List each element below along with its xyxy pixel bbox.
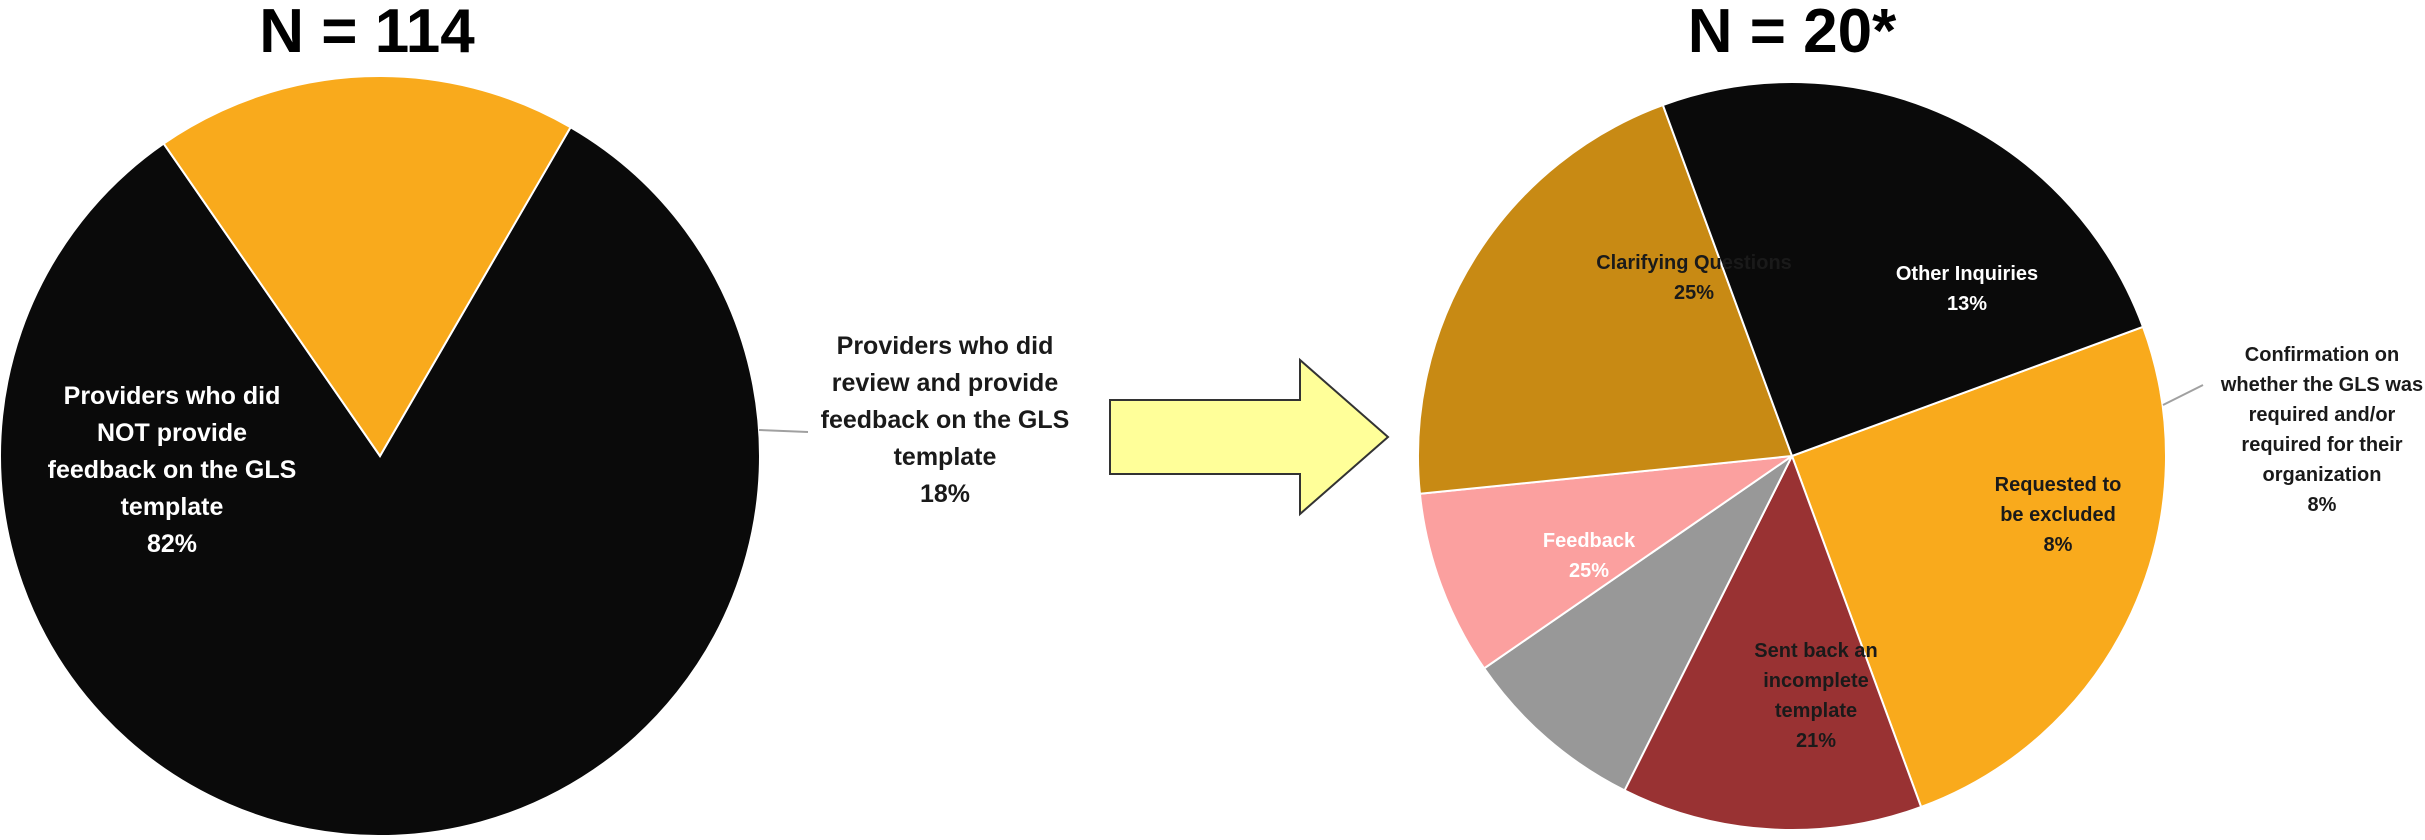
slice-label-line: incomplete <box>1763 670 1869 692</box>
pie-slice <box>1661 81 2145 458</box>
slice-percent: 18% <box>920 480 970 508</box>
slice-label-line: review and provide <box>832 369 1059 397</box>
slice-label-line: feedback on the GLS <box>48 456 297 484</box>
slice-label-line: required and/or <box>2249 404 2396 426</box>
chart-title-right: N = 20* <box>1688 0 1897 66</box>
slice-label: Providers who did NOT provide feedback on … <box>48 382 297 558</box>
slice-percent: 82% <box>147 530 197 558</box>
slice-label-line: NOT provide <box>97 419 247 447</box>
slice-label-line: Clarifying Questions <box>1596 252 1792 274</box>
slice-percent: 8% <box>2044 534 2073 556</box>
slice-label-line: template <box>894 443 997 471</box>
slice-label-line: Feedback <box>1543 530 1636 552</box>
slice-label-line: whether the GLS was <box>2220 374 2423 396</box>
slice-label: Requested to be excluded 8% <box>1995 474 2122 556</box>
slice-label-line: Sent back an <box>1754 640 1877 662</box>
pie-slice <box>162 75 572 458</box>
slice-label-line: Requested to <box>1995 474 2122 496</box>
slice-percent: 25% <box>1569 560 1609 582</box>
slice-label-line: organization <box>2263 464 2382 486</box>
slice-label-line: feedback on the GLS <box>821 406 1070 434</box>
slice-label-line: Confirmation on <box>2245 344 2399 366</box>
slice-label: Other Inquiries 13% <box>1896 263 2038 315</box>
slice-label: Sent back an incomplete template 21% <box>1754 640 1877 752</box>
slice-percent: 21% <box>1796 730 1836 752</box>
slice-label: Confirmation on whether the GLS was requir… <box>2220 344 2423 516</box>
slice-label-line: template <box>1775 700 1857 722</box>
pie-slice <box>1790 325 2167 809</box>
slice-label-line: Providers who did <box>837 332 1054 360</box>
slice-label: Providers who did review and provide feedb… <box>821 332 1070 508</box>
slice-percent: 8% <box>2308 494 2337 516</box>
slice-percent: 13% <box>1947 293 1987 315</box>
slice-percent: 25% <box>1674 282 1714 304</box>
pie-slice <box>1623 453 1923 831</box>
slice-label: Clarifying Questions 25% <box>1596 252 1792 304</box>
slice-label-line: template <box>121 493 224 521</box>
leader-line <box>758 429 809 433</box>
leader-line <box>2162 384 2204 406</box>
pie-slice <box>1482 455 1793 792</box>
transition-arrow-icon <box>1109 357 1390 517</box>
pie-left: Providers who did NOT provide feedback on … <box>0 75 1070 837</box>
slice-label-line: be excluded <box>2000 504 2116 526</box>
slice-label-line: required for their <box>2241 434 2402 456</box>
pie-slice <box>1418 455 1793 670</box>
slice-label-line: Providers who did <box>64 382 281 410</box>
chart-title-left: N = 114 <box>259 0 475 66</box>
slice-label-line: Other Inquiries <box>1896 263 2038 285</box>
pie-right: Clarifying Questions 25% Other Inquiries 13… <box>1417 81 2423 831</box>
slice-label: Feedback 25% <box>1543 530 1636 582</box>
